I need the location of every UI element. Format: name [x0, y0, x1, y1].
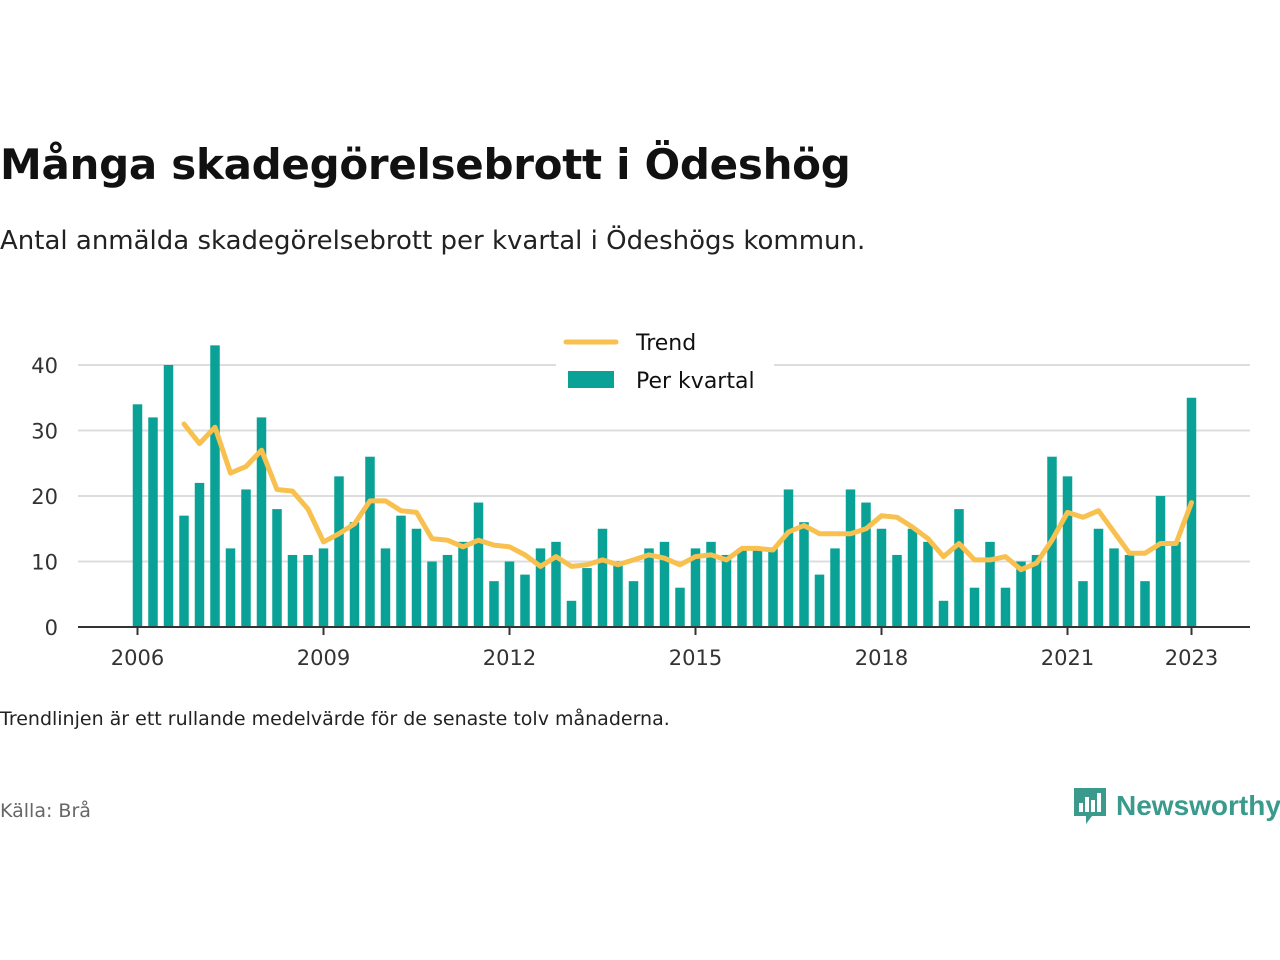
bar: [628, 581, 639, 627]
bar: [985, 541, 995, 627]
trend-line: [181, 421, 1194, 573]
brand-name: Newsworthy: [1116, 790, 1280, 821]
bar: [954, 509, 964, 627]
bar: [752, 548, 763, 627]
legend-label: Trend: [635, 331, 696, 356]
x-tick-label: 2021: [1041, 646, 1094, 670]
bar: [411, 528, 422, 627]
bar: [473, 502, 484, 627]
legend: Trend Per kvartal: [556, 322, 774, 404]
bar: [179, 515, 189, 627]
bar: [241, 489, 251, 627]
bar: [396, 515, 406, 627]
bar: [303, 554, 313, 627]
trend-line-group: [181, 421, 1194, 573]
y-tick-label: 30: [31, 420, 58, 444]
bar: [365, 456, 375, 627]
y-tick-label: 40: [31, 354, 58, 378]
bar: [1016, 561, 1026, 627]
legend-background: [556, 322, 774, 404]
chart-note: Trendlinjen är ett rullande medelvärde f…: [0, 708, 670, 730]
bar: [442, 554, 453, 627]
bar: [1186, 397, 1197, 627]
bar: [1140, 581, 1150, 627]
bar: [659, 541, 670, 627]
bar: [1109, 548, 1119, 627]
bar: [1062, 476, 1073, 627]
chart-subtitle: Antal anmälda skadegörelsebrott per kvar…: [0, 226, 866, 256]
bar: [520, 574, 530, 627]
bar: [349, 522, 360, 627]
bar: [969, 587, 980, 627]
bar: [597, 528, 608, 627]
x-tick-label: 2009: [297, 646, 350, 670]
bar: [1031, 554, 1042, 627]
bar: [458, 541, 468, 627]
chart-source: Källa: Brå: [0, 800, 91, 822]
bar: [721, 554, 732, 627]
x-tick-label: 2012: [483, 646, 536, 670]
bar: [163, 365, 174, 627]
bar: [210, 345, 220, 627]
bar: [1093, 528, 1104, 627]
bar: [1124, 554, 1135, 627]
bar: [799, 522, 809, 627]
bar: [1155, 496, 1166, 627]
axes: 0 10 20 30 40 2006 2009 2012 2015 2018 2021 2023: [31, 354, 1250, 670]
chart-title: Många skadegörelsebrott i Ödeshög: [0, 140, 851, 189]
bar: [814, 574, 825, 627]
bar: [1000, 587, 1011, 627]
bar: [551, 541, 561, 627]
bar: [783, 489, 794, 627]
bar: [737, 548, 747, 627]
bar: [830, 548, 840, 627]
bar: [582, 568, 592, 627]
bar: [923, 541, 933, 627]
bar: [768, 548, 778, 627]
bar: [256, 417, 267, 627]
bar: [1078, 581, 1088, 627]
bar: [938, 600, 949, 627]
bar: [907, 528, 918, 627]
x-tick-label: 2023: [1165, 646, 1218, 670]
bar: [489, 581, 499, 627]
bar: [706, 541, 716, 627]
bar: [148, 417, 158, 627]
bar: [132, 404, 143, 627]
legend-bar-swatch: [568, 371, 614, 388]
bar: [876, 528, 887, 627]
bar: [535, 548, 546, 627]
y-tick-label: 10: [31, 551, 58, 575]
y-tick-label: 20: [31, 485, 58, 509]
bar: [380, 548, 391, 627]
bar: [318, 548, 329, 627]
legend-label: Per kvartal: [636, 369, 755, 394]
bar: [272, 509, 282, 627]
bar: [644, 548, 654, 627]
x-tick-label: 2018: [855, 646, 908, 670]
bar: [845, 489, 856, 627]
x-tick-label: 2006: [111, 646, 164, 670]
bar: [287, 554, 298, 627]
bar: [566, 600, 577, 627]
x-tick-label: 2015: [669, 646, 722, 670]
bar: [504, 561, 515, 627]
bars: [132, 345, 1197, 627]
bar: [675, 587, 685, 627]
newsworthy-brand[interactable]: Newsworthy: [1072, 784, 1280, 828]
bar: [427, 561, 437, 627]
bar: [194, 482, 205, 627]
newsworthy-logo-icon: [1074, 788, 1106, 824]
chart-area: 0 10 20 30 40 2006 2009 2012 2015 2018 2021 2023 Tr…: [31, 322, 1250, 670]
bar: [892, 554, 902, 627]
bar: [1171, 541, 1181, 627]
bar: [690, 548, 701, 627]
bar: [613, 561, 623, 627]
bar: [334, 476, 344, 627]
bar: [225, 548, 236, 627]
bar: [861, 502, 871, 627]
y-tick-label: 0: [45, 616, 58, 640]
